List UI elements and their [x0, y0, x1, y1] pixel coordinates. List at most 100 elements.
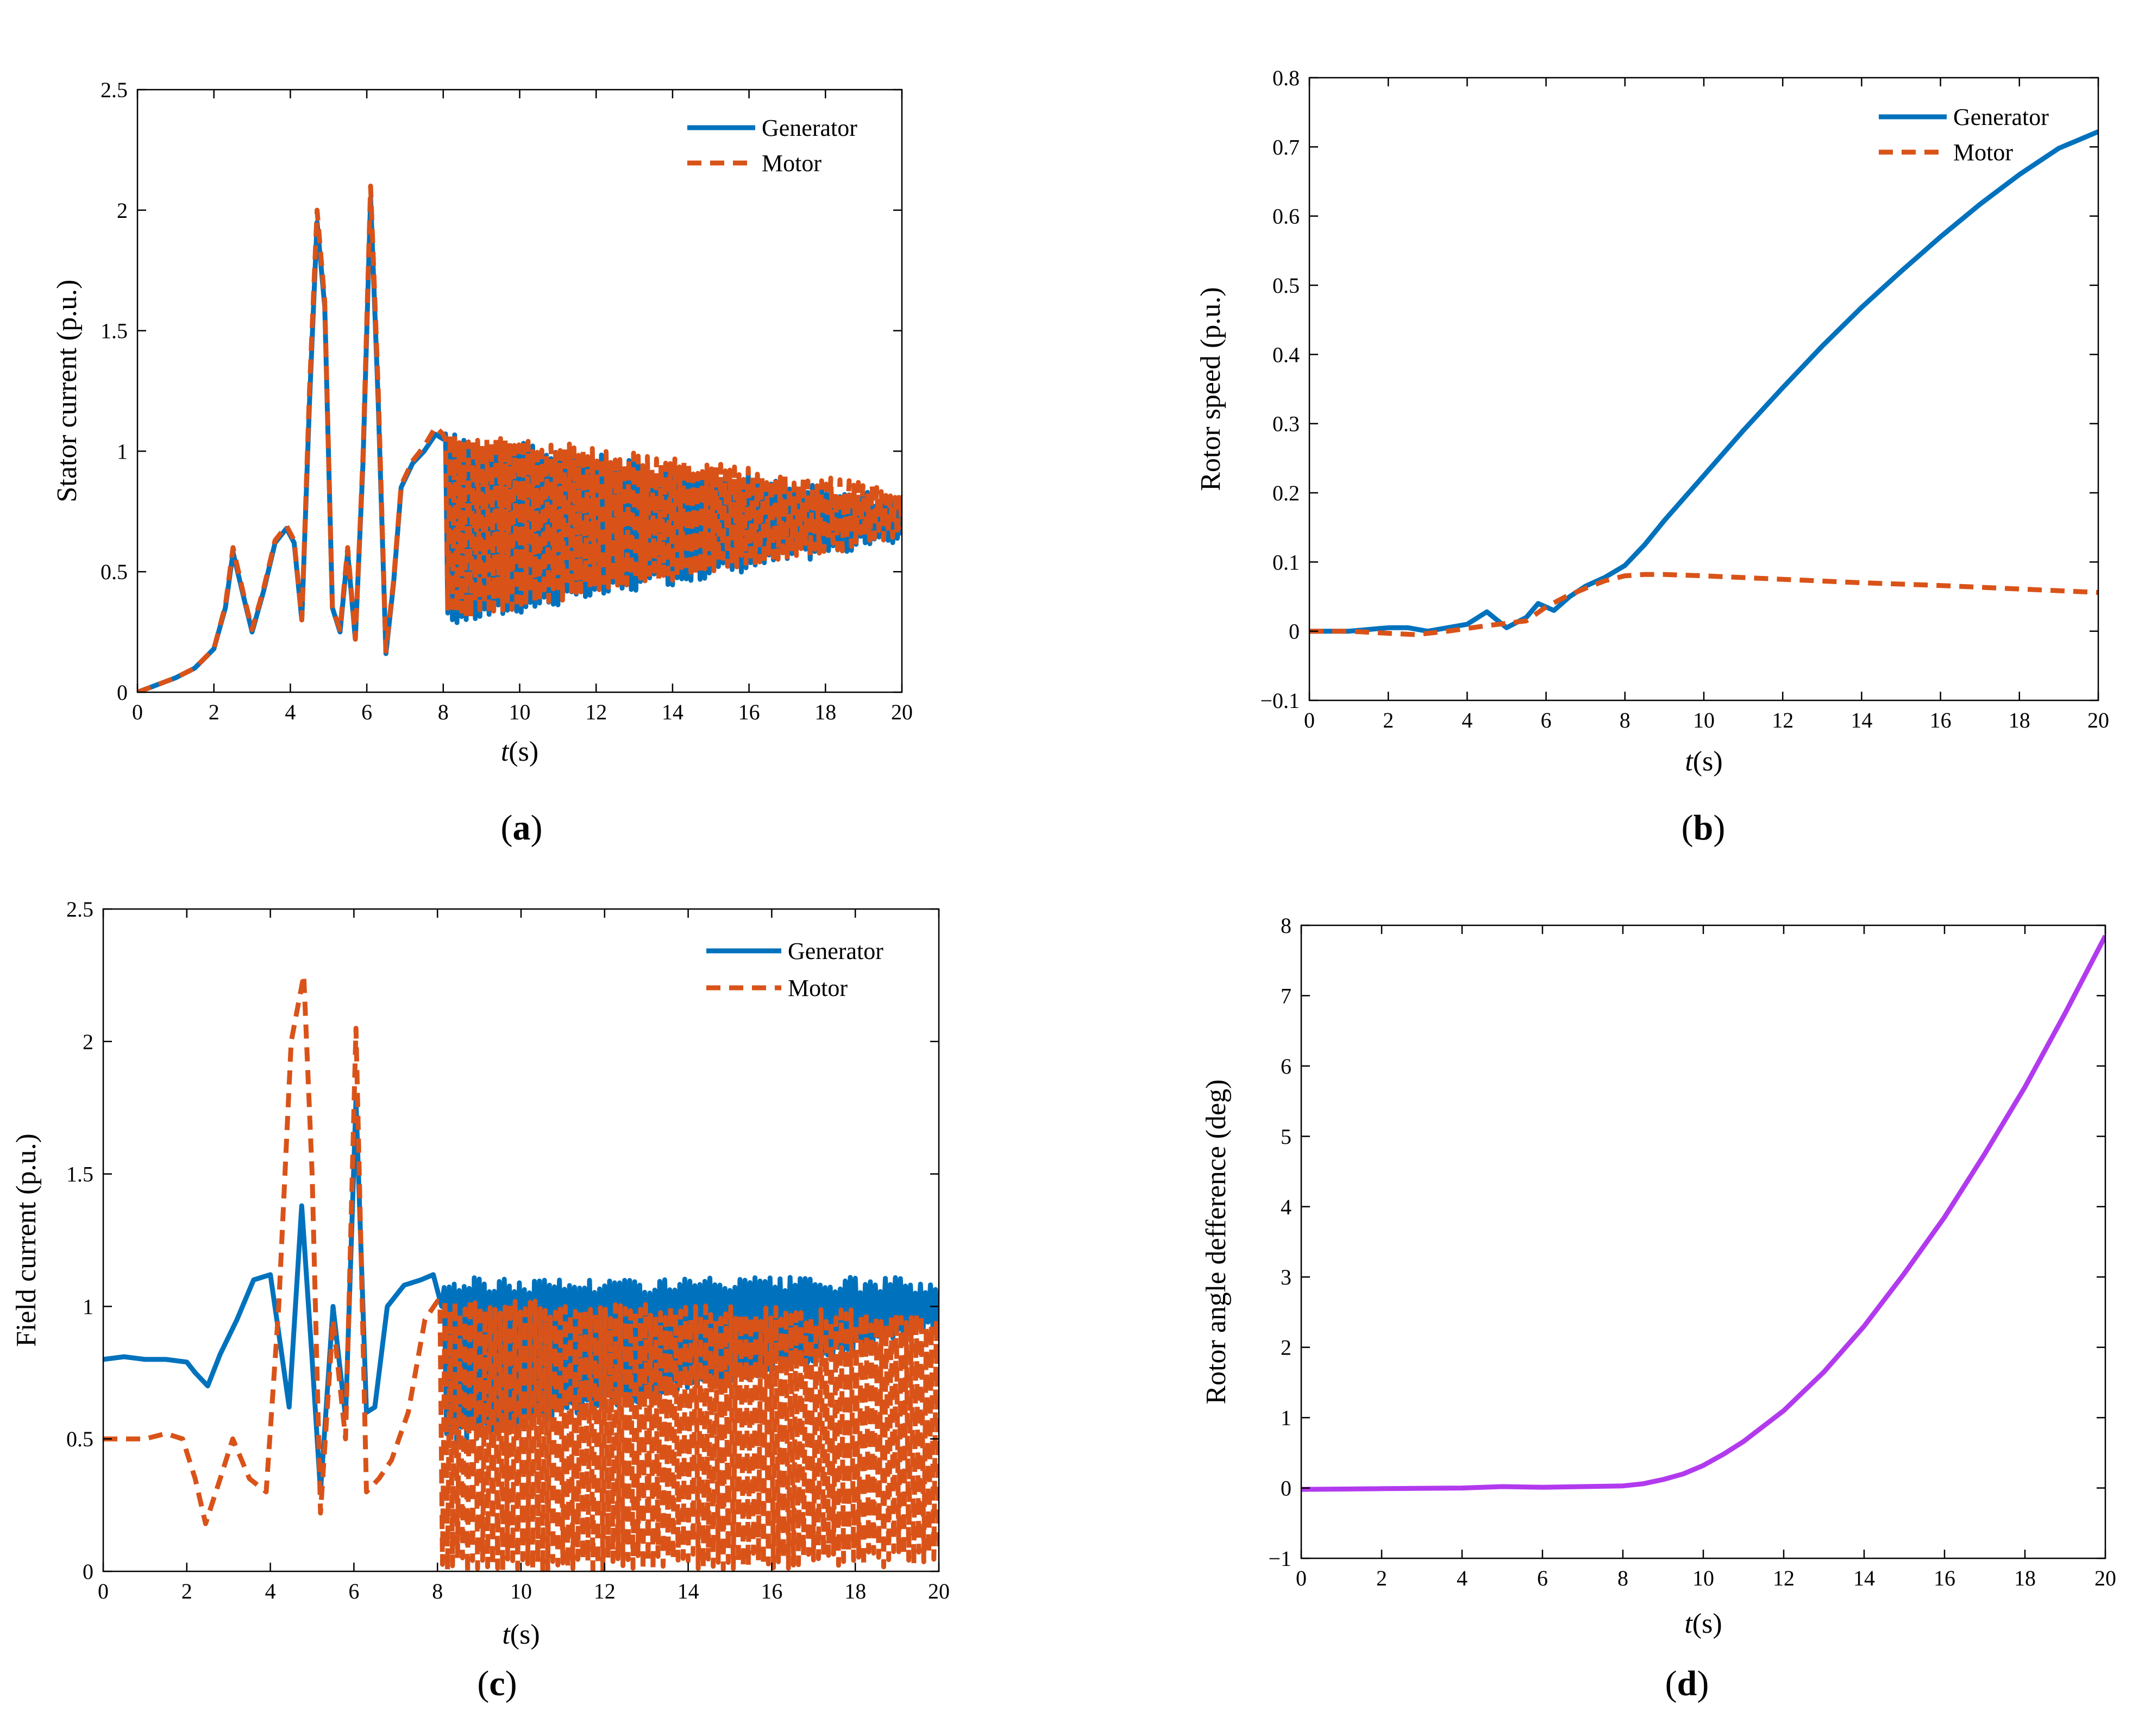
y-tick-label: 0.6 [1272, 204, 1300, 229]
x-tick-label: 10 [1692, 1566, 1714, 1590]
x-tick-label: 12 [1773, 1566, 1795, 1590]
chart-b: 0 2 4 6 8 10 12 14 16 18 20−0.100.10.20.30.40.50.6… [1195, 66, 2109, 848]
y-tick-label: 0.4 [1272, 342, 1300, 367]
x-tick-label: 6 [1537, 1566, 1548, 1590]
x-tick-label: 16 [1934, 1566, 1955, 1590]
x-tick-label: 10 [1693, 708, 1715, 732]
y-tick-label: 0.2 [1272, 481, 1300, 505]
y-tick-label: 2 [83, 1030, 93, 1054]
x-tick-label: 14 [1853, 1566, 1875, 1590]
chart-c: 0 2 4 6 8 10 12 14 16 18 20 0 0.5 1 1.5 2 2.5 Field curre… [11, 897, 950, 1703]
x-tick-label: 8 [1620, 708, 1630, 732]
legend-label-motor: Motor [762, 150, 821, 177]
y-tick-label: 0.5 [66, 1427, 93, 1451]
panel-caption: (d) [1665, 1664, 1709, 1703]
x-tick-label: 16 [1930, 708, 1952, 732]
y-tick-label: 1 [1281, 1406, 1291, 1430]
x-axis-label-unit: (s) [1693, 746, 1723, 777]
axes-frame [1308, 77, 2099, 701]
x-tick-label: 2 [181, 1579, 192, 1603]
x-tick-label: 12 [594, 1579, 616, 1603]
y-tick-label: −1 [1268, 1546, 1291, 1571]
x-tick-label: 18 [2014, 1566, 2036, 1590]
legend-label-generator: Generator [788, 938, 883, 964]
y-tick-label: 0.7 [1272, 135, 1300, 159]
x-tick-label: 8 [438, 700, 449, 724]
y-tick-label: 3 [1281, 1265, 1291, 1289]
x-tick-label: 4 [265, 1579, 276, 1603]
legend-label-motor: Motor [788, 975, 848, 1001]
y-tick-label: 0 [83, 1559, 93, 1584]
x-tick-label: 8 [1617, 1566, 1628, 1590]
x-axis-label-italic: t [1684, 1608, 1693, 1639]
plot-area [137, 183, 902, 692]
x-axis-label: t(s) [501, 736, 538, 767]
y-tick-label: 2 [117, 198, 128, 223]
y-tick-label: 0 [117, 680, 128, 705]
y-tick-label: 0.3 [1272, 412, 1300, 436]
legend-label-generator: Generator [1953, 104, 2049, 130]
panel-caption: (a) [501, 808, 543, 848]
x-tick-label: 0 [132, 700, 143, 724]
x-tick-label: 20 [891, 700, 913, 724]
y-tick-label: 0.8 [1272, 66, 1300, 90]
plot-area [1301, 935, 2105, 1492]
y-tick-label: 4 [1281, 1195, 1291, 1219]
plot-area [103, 973, 939, 1571]
chart-a: 0 2 4 6 8 10 12 14 16 18 20 0 0.5 1 1.5 2 2.5 Stator curr… [52, 78, 913, 848]
x-tick-label: 10 [509, 700, 531, 724]
legend-label-generator: Generator [762, 115, 857, 141]
x-tick-label: 2 [209, 700, 219, 724]
series-line-angle [1301, 935, 2105, 1492]
x-tick-label: 18 [2009, 708, 2030, 732]
y-tick-label: 2.5 [66, 897, 93, 922]
x-tick-label: 14 [1851, 708, 1872, 732]
x-axis-label: t(s) [502, 1619, 540, 1650]
y-tick-label: 0.5 [101, 560, 128, 584]
y-tick-label: 0 [1289, 619, 1300, 644]
x-tick-label: 6 [348, 1579, 359, 1603]
y-axis-label: Field current (p.u.) [11, 1133, 42, 1347]
x-tick-label: 20 [2087, 708, 2109, 732]
x-tick-label: 4 [1457, 1566, 1467, 1590]
x-tick-label: 12 [585, 700, 607, 724]
legend-label-motor: Motor [1953, 139, 2013, 166]
x-tick-label: 8 [432, 1579, 443, 1603]
y-axis-label: Rotor speed (p.u.) [1195, 287, 1226, 491]
x-tick-label: 6 [1541, 708, 1552, 732]
y-axis-label: Rotor angle defference (deg) [1201, 1079, 1232, 1404]
y-tick-label: −0.1 [1260, 688, 1300, 713]
x-tick-label: 20 [928, 1579, 950, 1603]
y-tick-label: 0 [1281, 1476, 1291, 1501]
x-tick-label: 18 [814, 700, 836, 724]
x-axis-label-italic: t [1685, 746, 1694, 777]
x-tick-label: 20 [2094, 1566, 2116, 1590]
y-tick-label: 6 [1281, 1054, 1291, 1079]
x-tick-label: 0 [98, 1579, 109, 1603]
y-tick-label: 8 [1281, 913, 1291, 938]
y-tick-label: 0.1 [1272, 550, 1300, 574]
y-tick-label: 5 [1281, 1124, 1291, 1149]
x-tick-label: 18 [844, 1579, 866, 1603]
x-tick-label: 0 [1296, 1566, 1307, 1590]
y-tick-label: 7 [1281, 983, 1291, 1008]
y-tick-label: 0.5 [1272, 273, 1300, 298]
y-tick-label: 1 [83, 1294, 93, 1319]
x-axis-label-unit: (s) [1692, 1608, 1722, 1639]
x-tick-label: 0 [1304, 708, 1315, 732]
x-tick-label: 2 [1383, 708, 1394, 732]
y-tick-label: 1.5 [66, 1162, 93, 1187]
x-tick-label: 16 [738, 700, 760, 724]
x-tick-label: 2 [1376, 1566, 1387, 1590]
x-tick-label: 10 [510, 1579, 532, 1603]
x-axis-label-unit: (s) [509, 736, 538, 767]
x-tick-label: 6 [361, 700, 372, 724]
x-tick-label: 12 [1772, 708, 1793, 732]
x-tick-label: 4 [1462, 708, 1472, 732]
x-axis-label-italic: t [501, 736, 510, 767]
x-axis-label: t(s) [1685, 746, 1722, 777]
y-tick-label: 1.5 [101, 319, 128, 343]
x-axis-label: t(s) [1684, 1608, 1722, 1639]
